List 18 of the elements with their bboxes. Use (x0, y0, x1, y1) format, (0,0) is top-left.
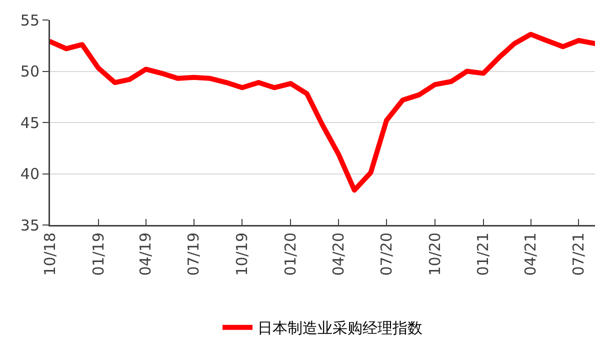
x-tick-label: 07/19 (184, 232, 203, 276)
y-tick-label: 40 (20, 165, 40, 183)
x-tick-label: 07/21 (570, 232, 588, 276)
x-tick-label: 07/20 (377, 232, 396, 276)
y-tick-label: 45 (20, 114, 40, 132)
x-tick-label: 01/19 (89, 232, 108, 276)
x-tick-label: 04/21 (522, 232, 540, 276)
y-tick-label: 55 (20, 11, 40, 30)
y-tick-label: 35 (20, 216, 40, 234)
x-tick-label: 04/20 (329, 232, 348, 276)
x-tick-label: 01/20 (282, 232, 300, 276)
y-tick-label: 50 (20, 62, 40, 80)
legend-label: 日本制造业采购经理指数 (258, 319, 422, 338)
x-tick-label: 01/21 (474, 232, 492, 276)
x-tick-label: 10/20 (426, 232, 444, 276)
x-tick-label: 10/18 (40, 232, 59, 276)
x-tick-label: 10/19 (233, 232, 252, 276)
x-tick-label: 04/19 (136, 232, 155, 276)
